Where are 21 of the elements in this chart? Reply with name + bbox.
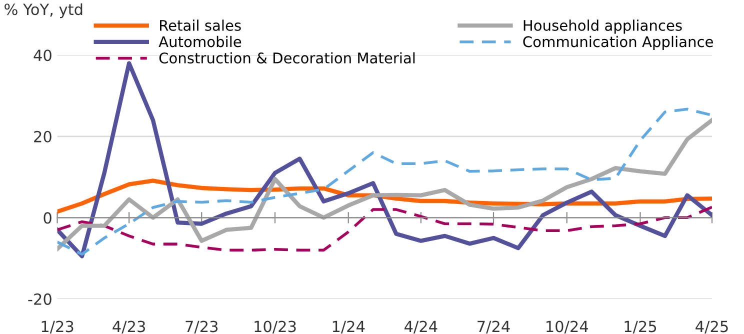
x-tick-label: 7/23 [186,320,218,334]
line-series [57,206,712,252]
legend-label: Automobile [158,36,242,48]
legend-label: Household appliances [524,20,682,34]
legend-label: Communication Appliance [523,36,713,50]
y-tick-label: 20 [34,130,52,142]
x-tick-label: 4/25 [696,320,728,334]
y-tick-label: 0 [44,212,52,224]
x-tick-label: 1/25 [624,320,656,334]
x-tick-label: 1/23 [42,320,74,334]
x-tick-label: 10/23 [254,320,296,334]
x-tick-label: 1/24 [332,320,365,334]
legend-label: Construction & Decoration Material [159,52,415,64]
legend-label: Retail sales [160,20,241,31]
x-tick-label: 7/24 [478,320,510,334]
x-tick-label: 10/24 [546,320,588,334]
y-axis-title: % YoY, ytd [4,3,82,18]
y-tick-label: -20 [28,293,52,305]
x-tick-label: 4/23 [112,320,145,334]
x-tick-label: 4/24 [404,320,438,334]
y-tick-label: 40 [34,50,52,62]
